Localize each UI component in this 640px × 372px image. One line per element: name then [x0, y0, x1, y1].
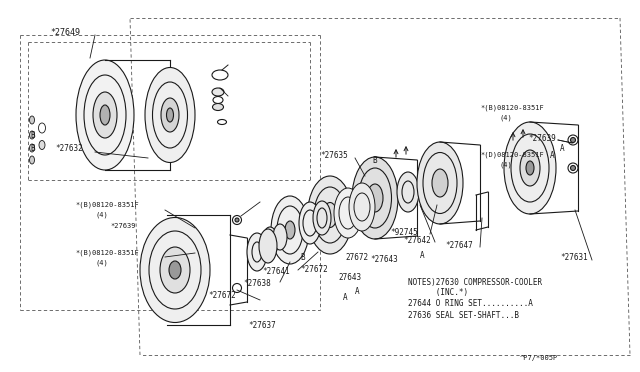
- Ellipse shape: [140, 218, 210, 323]
- Ellipse shape: [352, 157, 398, 239]
- Text: *(D)08120-8351F: *(D)08120-8351F: [480, 152, 544, 158]
- Text: *27641: *27641: [262, 267, 290, 276]
- Ellipse shape: [349, 183, 375, 231]
- Text: 27636 SEAL SET-SHAFT...B: 27636 SEAL SET-SHAFT...B: [408, 311, 519, 320]
- Text: *(B)08120-8351F: *(B)08120-8351F: [75, 250, 139, 256]
- Text: A: A: [550, 151, 555, 160]
- Ellipse shape: [100, 105, 110, 125]
- Ellipse shape: [29, 131, 35, 139]
- Ellipse shape: [160, 247, 190, 293]
- Ellipse shape: [570, 166, 575, 170]
- Ellipse shape: [259, 229, 277, 263]
- Ellipse shape: [504, 122, 556, 214]
- Text: *27647: *27647: [445, 241, 473, 250]
- Ellipse shape: [93, 92, 117, 138]
- Text: *27642: *27642: [403, 235, 431, 244]
- Text: *27637: *27637: [248, 321, 276, 330]
- Ellipse shape: [76, 60, 134, 170]
- Ellipse shape: [169, 261, 181, 279]
- Text: *(B)08120-8351F: *(B)08120-8351F: [75, 202, 139, 208]
- Ellipse shape: [247, 233, 267, 271]
- Ellipse shape: [323, 202, 337, 228]
- Ellipse shape: [39, 141, 45, 150]
- Ellipse shape: [299, 202, 321, 244]
- Ellipse shape: [417, 142, 463, 224]
- Ellipse shape: [432, 169, 448, 197]
- Ellipse shape: [526, 161, 534, 175]
- Ellipse shape: [271, 196, 309, 264]
- Text: (4): (4): [500, 115, 513, 121]
- Ellipse shape: [334, 188, 362, 238]
- Text: B: B: [30, 144, 35, 153]
- Ellipse shape: [29, 144, 35, 152]
- Ellipse shape: [166, 108, 173, 122]
- Ellipse shape: [29, 156, 35, 164]
- Text: 27644 O RING SET..........A: 27644 O RING SET..........A: [408, 299, 533, 308]
- Text: *27632: *27632: [55, 144, 83, 153]
- Text: *27643: *27643: [370, 256, 397, 264]
- Ellipse shape: [570, 138, 575, 142]
- Text: B: B: [30, 131, 35, 140]
- Ellipse shape: [212, 103, 223, 110]
- Text: *27639: *27639: [528, 134, 556, 142]
- Ellipse shape: [161, 98, 179, 132]
- Text: *27638: *27638: [243, 279, 271, 289]
- Ellipse shape: [212, 88, 224, 96]
- Text: (4): (4): [95, 260, 108, 266]
- Ellipse shape: [285, 221, 295, 239]
- Text: *27672: *27672: [300, 266, 328, 275]
- Text: B: B: [300, 253, 305, 263]
- Ellipse shape: [520, 150, 540, 186]
- Text: *27672: *27672: [208, 291, 236, 299]
- Text: 27672: 27672: [345, 253, 368, 263]
- Text: ^P7/*005P: ^P7/*005P: [520, 355, 558, 361]
- Text: *(B)08120-8351F: *(B)08120-8351F: [480, 105, 544, 111]
- Ellipse shape: [397, 172, 419, 212]
- Text: NOTES)27630 COMPRESSOR-COOLER: NOTES)27630 COMPRESSOR-COOLER: [408, 278, 542, 286]
- Ellipse shape: [262, 227, 278, 257]
- Text: A: A: [560, 144, 564, 153]
- Text: (4): (4): [500, 162, 513, 168]
- Text: A: A: [420, 250, 424, 260]
- Text: (INC.*): (INC.*): [408, 289, 468, 298]
- Text: *27649: *27649: [50, 28, 80, 36]
- Text: B: B: [372, 155, 376, 164]
- Text: *27631: *27631: [560, 253, 588, 263]
- Ellipse shape: [273, 224, 287, 250]
- Ellipse shape: [307, 176, 353, 254]
- Text: (4): (4): [95, 212, 108, 218]
- Text: A: A: [343, 294, 348, 302]
- Ellipse shape: [367, 184, 383, 212]
- Text: *27635: *27635: [320, 151, 348, 160]
- Text: A: A: [355, 288, 360, 296]
- Ellipse shape: [235, 218, 239, 222]
- Text: *92745: *92745: [390, 228, 418, 237]
- Text: *27639: *27639: [110, 223, 136, 229]
- Ellipse shape: [313, 201, 331, 235]
- Text: 27643: 27643: [338, 273, 361, 282]
- Ellipse shape: [29, 116, 35, 124]
- Ellipse shape: [145, 67, 195, 163]
